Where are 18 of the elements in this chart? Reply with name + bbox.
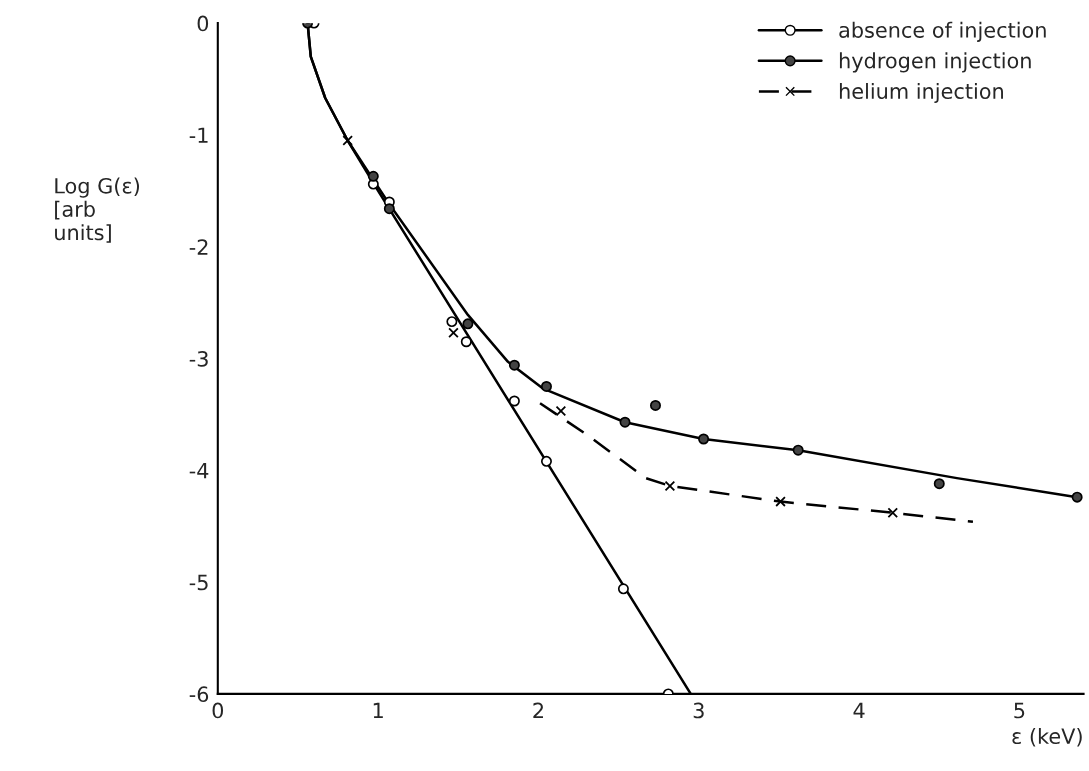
y-axis-title: Log G(ε) [arb units] [55, 177, 140, 243]
legend-label: helium injection [839, 82, 1003, 104]
legend-label: absence of injection [839, 21, 1046, 42]
x-axis-title: ε (keV) [1012, 727, 1082, 747]
y-tick-label: -2 [189, 239, 208, 255]
x-tick-label: 5 [1014, 702, 1025, 719]
x-tick-label: 0 [212, 702, 224, 719]
y-tick-label: 0 [197, 15, 209, 32]
x-tick-label: 1 [373, 702, 383, 719]
y-tick-label: -4 [189, 463, 209, 479]
y-tick-label: -5 [189, 574, 208, 591]
x-tick-label: 2 [533, 702, 543, 719]
y-tick-label: -6 [189, 686, 209, 703]
y-tick-label: -1 [189, 127, 208, 143]
x-tick-label: 4 [853, 702, 865, 719]
y-tick-label: -3 [189, 350, 208, 367]
x-tick-label: 3 [693, 702, 704, 719]
legend-label: hydrogen injection [839, 52, 1031, 73]
